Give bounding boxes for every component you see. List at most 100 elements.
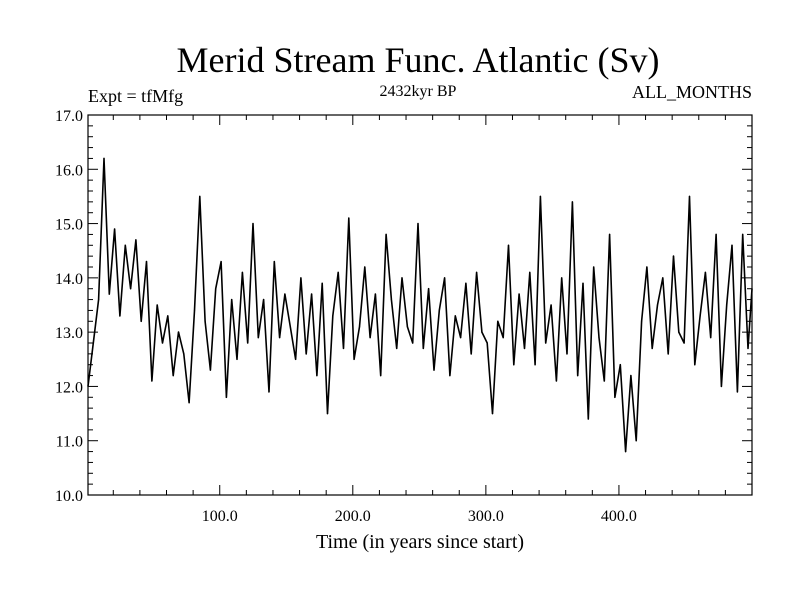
data-point <box>465 282 467 284</box>
data-point <box>369 337 371 339</box>
data-point <box>103 157 105 159</box>
data-point <box>183 353 185 355</box>
data-point <box>603 380 605 382</box>
data-point <box>704 271 707 273</box>
data-point <box>257 337 259 339</box>
data-point <box>742 233 744 235</box>
x-axis: 100.0 200.0 300.0 400.0 <box>112 115 726 525</box>
data-point <box>476 271 478 273</box>
data-point <box>433 369 435 371</box>
data-point <box>204 320 206 322</box>
y-axis: 10.0 11.0 12.0 13.0 14.0 15.0 16.0 17.0 <box>55 108 752 505</box>
data-point <box>646 266 648 268</box>
data-point <box>98 299 100 301</box>
y-tick-label: 15.0 <box>55 217 83 234</box>
data-point <box>167 315 169 317</box>
data-point <box>555 380 558 382</box>
data-point <box>172 375 174 377</box>
data-point <box>550 304 552 306</box>
data-point <box>348 217 350 219</box>
data-point <box>609 233 611 235</box>
data-point <box>108 293 110 295</box>
data-point <box>502 337 504 339</box>
data-point <box>151 380 153 382</box>
chart-title: Merid Stream Func. Atlantic (Sv) <box>177 40 660 80</box>
y-tick-label: 13.0 <box>55 325 83 342</box>
data-point <box>486 342 488 344</box>
data-point <box>699 315 701 317</box>
data-point <box>561 277 563 279</box>
data-point <box>539 195 542 197</box>
data-point <box>374 293 376 295</box>
data-point <box>279 337 281 339</box>
data-point <box>641 320 643 322</box>
data-point <box>715 233 717 235</box>
data-point <box>577 375 579 377</box>
experiment-label: Expt = tfMfg <box>88 86 183 106</box>
series-line <box>87 157 753 453</box>
data-point <box>396 347 398 349</box>
period-label: 2432kyr BP <box>380 83 457 100</box>
data-point <box>289 326 291 328</box>
data-point <box>656 304 659 306</box>
data-point <box>268 391 270 393</box>
data-point <box>225 396 227 398</box>
data-point <box>337 271 339 273</box>
data-point <box>252 223 254 225</box>
data-point <box>114 228 116 230</box>
data-point <box>720 385 723 387</box>
data-point <box>747 347 749 349</box>
data-point <box>412 342 414 344</box>
plot-frame <box>87 114 753 496</box>
data-point <box>667 353 669 355</box>
data-point <box>598 337 600 339</box>
data-point <box>177 331 180 333</box>
data-point <box>145 261 148 263</box>
data-point <box>683 342 685 344</box>
data-point <box>566 353 568 355</box>
data-point <box>311 293 313 295</box>
data-point <box>417 223 419 225</box>
data-point <box>380 375 382 377</box>
data-point <box>300 277 302 279</box>
data-point <box>326 413 329 415</box>
data-point <box>358 326 361 328</box>
data-point <box>161 342 164 344</box>
data-point <box>342 347 345 349</box>
data-point <box>582 282 584 284</box>
data-point <box>726 304 728 306</box>
data-point <box>422 347 424 349</box>
data-point <box>751 288 753 290</box>
data-point <box>295 358 297 360</box>
data-point <box>731 244 733 246</box>
data-point <box>92 342 94 344</box>
data-point <box>497 320 499 322</box>
data-point <box>188 402 190 404</box>
y-tick-label: 12.0 <box>55 379 83 396</box>
data-point <box>87 385 89 387</box>
data-point <box>390 299 392 301</box>
data-point <box>321 282 323 284</box>
data-point <box>284 293 286 295</box>
data-point <box>587 418 589 420</box>
data-point <box>305 353 307 355</box>
y-tick-label: 11.0 <box>56 434 83 451</box>
x-axis-label: Time (in years since start) <box>316 531 524 553</box>
data-point <box>124 244 126 246</box>
data-point <box>694 364 696 366</box>
data-point <box>406 326 408 328</box>
data-point <box>247 342 249 344</box>
data-point <box>672 255 675 257</box>
data-point <box>662 277 664 279</box>
data-point <box>460 337 462 339</box>
y-tick-label: 16.0 <box>55 162 83 179</box>
data-point <box>518 293 520 295</box>
data-point <box>449 375 451 377</box>
data-point <box>273 261 275 263</box>
data-point <box>619 364 621 366</box>
data-point <box>454 315 456 317</box>
data-point <box>135 239 137 241</box>
data-point <box>130 288 132 290</box>
data-point <box>438 309 440 311</box>
